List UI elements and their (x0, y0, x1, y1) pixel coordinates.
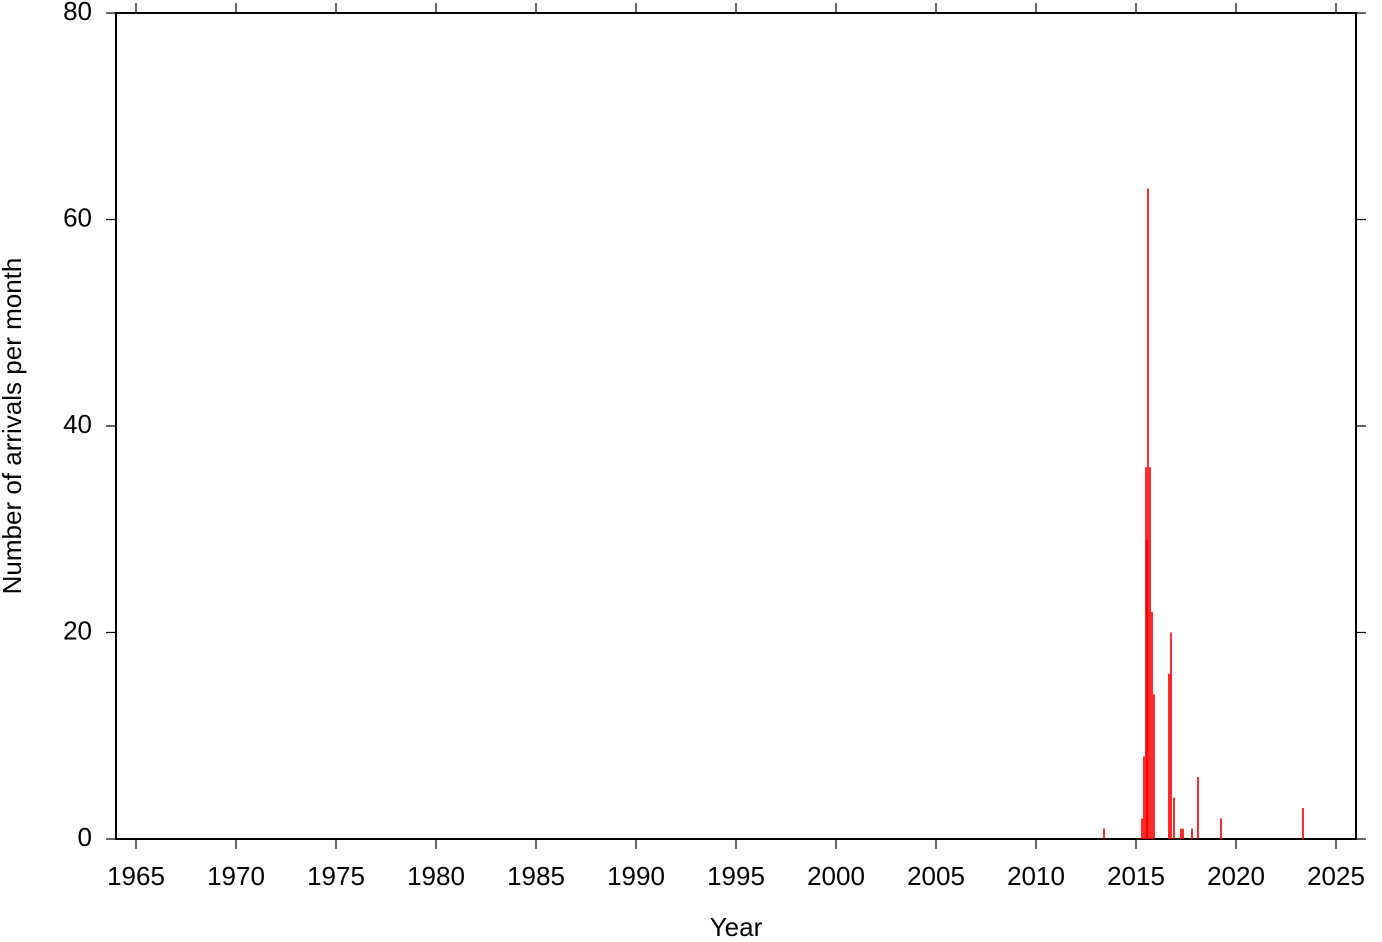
bar (1141, 818, 1143, 839)
bar (1191, 828, 1193, 839)
bar (1149, 467, 1151, 839)
y-axis-label: Number of arrivals per month (0, 258, 27, 595)
bar (1145, 467, 1147, 839)
bar (1220, 818, 1222, 839)
x-tick-label: 1990 (607, 861, 665, 891)
x-tick-label: 2000 (807, 861, 865, 891)
bar (1147, 188, 1149, 839)
bar (1180, 828, 1182, 839)
y-tick-label: 60 (63, 202, 92, 232)
x-tick-label: 2020 (1207, 861, 1265, 891)
plot-frame (115, 12, 1357, 840)
bar (1143, 756, 1145, 839)
bar (1197, 777, 1199, 839)
bar (1151, 611, 1153, 839)
x-tick-label: 2015 (1107, 861, 1165, 891)
x-tick-label: 2025 (1307, 861, 1365, 891)
x-tick-label: 2010 (1007, 861, 1065, 891)
bar (1146, 539, 1148, 839)
y-tick-label: 80 (63, 0, 92, 26)
bar (1153, 694, 1155, 839)
bar (1168, 673, 1170, 839)
bar (1302, 808, 1304, 839)
x-tick-label: 1995 (707, 861, 765, 891)
x-tick-label: 1965 (107, 861, 165, 891)
y-tick-label: 20 (63, 615, 92, 645)
x-tick-label: 1975 (307, 861, 365, 891)
y-tick-label: 0 (78, 822, 92, 852)
bar (1103, 828, 1105, 839)
x-axis-label: Year (710, 912, 763, 942)
bar (1182, 828, 1184, 839)
y-tick-label: 40 (63, 409, 92, 439)
bar (1170, 632, 1172, 839)
bar (1173, 797, 1175, 839)
x-tick-label: 2005 (907, 861, 965, 891)
x-tick-label: 1985 (507, 861, 565, 891)
x-tick-label: 1970 (207, 861, 265, 891)
x-tick-label: 1980 (407, 861, 465, 891)
